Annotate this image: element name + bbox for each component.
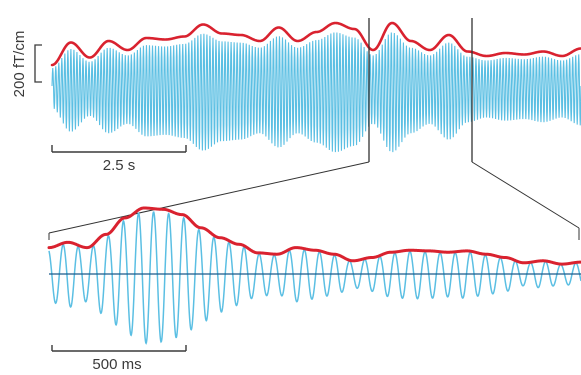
overview-oscillation [51, 32, 581, 153]
zoom-time-scalebar: 500 ms [51, 345, 187, 373]
zoom-connector-left [48, 161, 370, 234]
overview-panel [50, 21, 581, 153]
zoom-connector-right [471, 161, 580, 229]
zoom-time-scalebar-label: 500 ms [92, 356, 141, 373]
zoom-envelope [47, 206, 581, 266]
overview-time-scalebar: 2.5 s [51, 145, 187, 174]
amplitude-scalebar: 200 fT/cm [11, 31, 42, 98]
overview-envelope [50, 21, 581, 67]
zoom-panel [47, 206, 581, 345]
zoom-oscillation [48, 211, 581, 345]
overview-time-scalebar-label: 2.5 s [103, 157, 136, 174]
zoom-connectors [48, 18, 580, 240]
amplitude-scalebar-label: 200 fT/cm [11, 31, 28, 98]
